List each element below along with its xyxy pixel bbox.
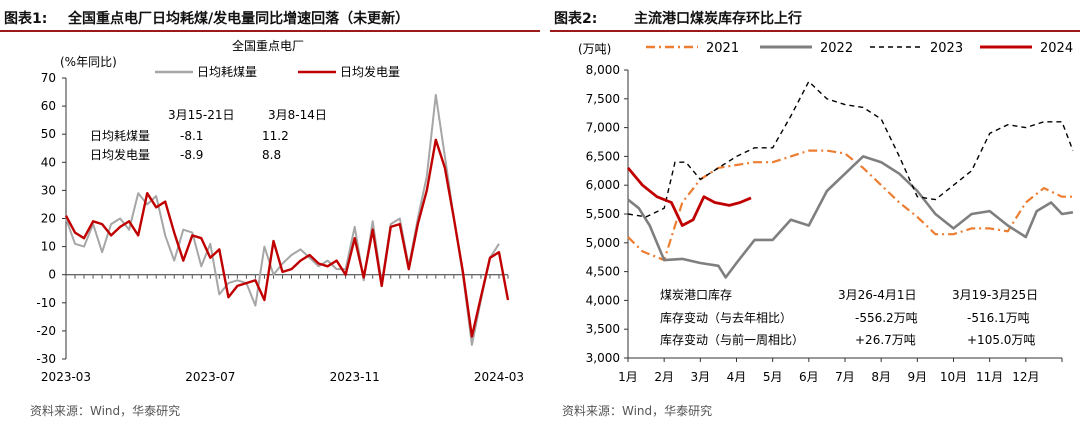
left-y-tick-label: -10 [36, 296, 56, 310]
right-x-tick-label: 10月 [940, 370, 967, 384]
left-table-row-label-1: 日均耗煤量 [90, 129, 150, 143]
right-series-line-2024 [626, 167, 752, 227]
right-table-cell-1-2: -516.1万吨 [967, 311, 1030, 325]
right-series-line-2023 [627, 80, 1074, 218]
right-stats-table: 煤炭港口库存 3月26-4月1日 3月19-3月25日 库存变动（与去年相比） … [660, 287, 1038, 347]
right-source-note: 资料来源：Wind，华泰研究 [562, 404, 713, 418]
right-x-tick-label: 6月 [799, 370, 819, 384]
right-y-tick-label: 6,000 [586, 178, 620, 192]
left-series-lines [64, 93, 510, 346]
right-x-tick-label: 9月 [908, 370, 928, 384]
left-y-tick-label: 50 [41, 127, 56, 141]
left-figure-header: 图表1: 全国重点电厂日均耗煤/发电量同比增速回落（未更新） [0, 8, 540, 32]
left-x-tick-label: 2023-07 [185, 370, 235, 384]
right-y-tick-label: 3,500 [586, 322, 620, 336]
right-y-tick-label: 7,500 [586, 92, 620, 106]
left-y-tick-label: 70 [41, 71, 56, 85]
left-source-note: 资料来源：Wind，华泰研究 [30, 404, 181, 418]
right-y-tick-label: 5,000 [586, 236, 620, 250]
left-y-tick-label: 10 [41, 240, 56, 254]
left-figure-number: 图表1: [4, 11, 48, 27]
right-line-chart: (万吨) 2021 2022 2023 2024 8,000 7,500 7,000… [578, 41, 1074, 384]
right-table-cell-2-2: +105.0万吨 [967, 333, 1035, 347]
left-x-tick-label: 2024-03 [474, 370, 524, 384]
left-y-tick-label: -30 [36, 352, 56, 366]
legend-label-power: 日均发电量 [340, 64, 400, 79]
left-x-tick-label: 2023-03 [41, 370, 91, 384]
right-y-tick-label: 8,000 [586, 63, 620, 77]
right-x-tick-label: 3月 [691, 370, 711, 384]
left-table-cell-2-2: 8.8 [262, 148, 281, 162]
left-line-chart: 全国重点电厂 (%年同比) 日均耗煤量 日均发电量 3月15-21日 3月8-1… [36, 38, 524, 384]
right-x-tick-label: 12月 [1012, 370, 1039, 384]
left-table-row-label-2: 日均发电量 [90, 147, 150, 162]
right-chart-panel: 图表2: 主流港口煤炭库存环比上行 (万吨) 2021 2022 2023 20… [550, 0, 1080, 429]
left-table-header-2: 3月8-14日 [268, 108, 327, 122]
left-chart-title: 全国重点电厂 [232, 38, 304, 53]
legend-label-2024: 2024 [1040, 41, 1073, 56]
right-figure-title: 主流港口煤炭库存环比上行 [634, 11, 802, 27]
right-x-tick-label: 2月 [654, 370, 674, 384]
left-stats-table: 3月15-21日 3月8-14日 日均耗煤量 -8.1 11.2 日均发电量 -… [90, 108, 327, 162]
left-series-line-coal [65, 93, 500, 346]
left-figure-title: 全国重点电厂日均耗煤/发电量同比增速回落（未更新） [68, 11, 410, 27]
left-y-tick-label: -20 [36, 324, 56, 338]
legend-label-2021: 2021 [706, 41, 739, 56]
right-axes: 8,000 7,500 7,000 6,500 6,000 5,500 5,000 4,500… [586, 63, 1063, 384]
left-y-unit-label: (%年同比) [60, 55, 117, 69]
right-y-tick-label: 6,500 [586, 149, 620, 163]
left-table-header-1: 3月15-21日 [168, 108, 235, 122]
right-table-cell-1-1: -556.2万吨 [855, 311, 918, 325]
left-table-cell-2-1: -8.9 [180, 148, 203, 162]
legend-label-2022: 2022 [820, 41, 853, 56]
legend-label-coal: 日均耗煤量 [197, 65, 257, 79]
right-table-caption: 煤炭港口库存 [660, 287, 732, 302]
left-y-tick-label: 60 [41, 99, 56, 113]
right-table-header-2: 3月19-3月25日 [952, 288, 1038, 302]
left-axes: 70 60 50 40 30 20 10 0 -10 -20 -30 2023-03 2023-07 20… [36, 71, 524, 384]
right-series-line-2022 [627, 155, 1074, 279]
right-x-tick-label: 4月 [727, 370, 747, 384]
left-y-tick-label: 40 [41, 155, 56, 169]
left-table-cell-1-1: -8.1 [180, 129, 203, 143]
left-x-tick-label: 2023-11 [330, 370, 380, 384]
right-table-header-1: 3月26-4月1日 [838, 288, 917, 302]
right-x-tick-label: 8月 [871, 370, 891, 384]
right-legend: 2021 2022 2023 2024 [646, 41, 1073, 56]
right-table-row-label-1: 库存变动（与去年相比） [660, 310, 792, 325]
left-y-tick-label: 20 [41, 212, 56, 226]
right-series-lines [626, 80, 1074, 279]
right-y-unit-label: (万吨) [578, 42, 611, 56]
left-table-cell-1-2: 11.2 [262, 129, 289, 143]
right-table-cell-2-1: +26.7万吨 [855, 333, 916, 347]
right-x-tick-label: 11月 [976, 370, 1003, 384]
right-y-tick-label: 4,500 [586, 265, 620, 279]
right-y-tick-label: 5,500 [586, 207, 620, 221]
left-series-line-power [64, 138, 510, 338]
right-x-tick-label: 1月 [618, 370, 638, 384]
right-series-line-2021 [627, 149, 1073, 262]
right-table-row-label-2: 库存变动（与前一周相比） [660, 332, 804, 347]
left-legend: 日均耗煤量 日均发电量 [155, 64, 400, 79]
right-y-tick-label: 7,000 [586, 121, 620, 135]
left-y-tick-label: 0 [48, 268, 56, 282]
right-x-tick-label: 7月 [835, 370, 855, 384]
right-figure-header: 图表2: 主流港口煤炭库存环比上行 [550, 8, 1080, 32]
right-x-tick-label: 5月 [763, 370, 783, 384]
left-chart-panel: 图表1: 全国重点电厂日均耗煤/发电量同比增速回落（未更新） 全国重点电厂 (%… [0, 8, 540, 418]
left-y-tick-label: 30 [41, 183, 56, 197]
right-figure-number: 图表2: [554, 11, 598, 27]
legend-label-2023: 2023 [930, 41, 963, 56]
right-y-tick-label: 4,000 [586, 293, 620, 307]
right-y-tick-label: 3,000 [586, 351, 620, 365]
